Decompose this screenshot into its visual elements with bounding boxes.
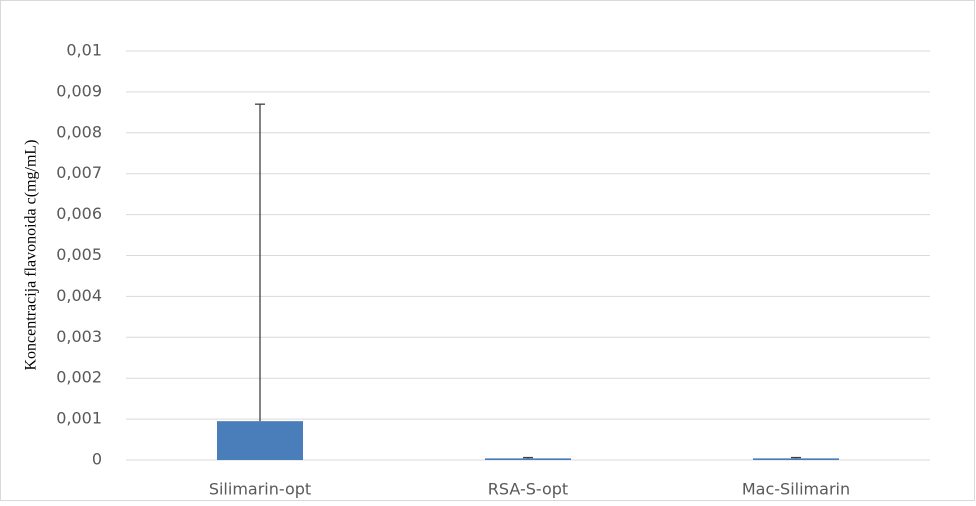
bar (217, 421, 303, 460)
error-bar (523, 456, 533, 459)
y-tick-label: 0,007 (56, 163, 102, 182)
y-tick-label: 0,006 (56, 204, 102, 223)
x-tick-label: RSA-S-opt (488, 480, 568, 499)
y-tick-label: 0,004 (56, 286, 102, 305)
x-tick-label: Mac-Silimarin (742, 480, 850, 499)
x-tick-label: Silimarin-opt (209, 480, 311, 499)
bar (753, 458, 839, 460)
y-tick-label: 0,01 (66, 41, 102, 60)
y-tick-label: 0,002 (56, 368, 102, 387)
y-tick-label: 0 (92, 450, 102, 469)
error-bar (791, 456, 801, 459)
y-tick-label: 0,008 (56, 122, 102, 141)
y-tick-label: 0,009 (56, 81, 102, 100)
y-tick-label: 0,001 (56, 409, 102, 428)
bar (485, 458, 571, 460)
y-axis-title: Koncentracija flavonoida c(mg/mL) (23, 139, 40, 370)
y-tick-label: 0,005 (56, 245, 102, 264)
error-bar (255, 103, 265, 422)
y-tick-label: 0,003 (56, 327, 102, 346)
